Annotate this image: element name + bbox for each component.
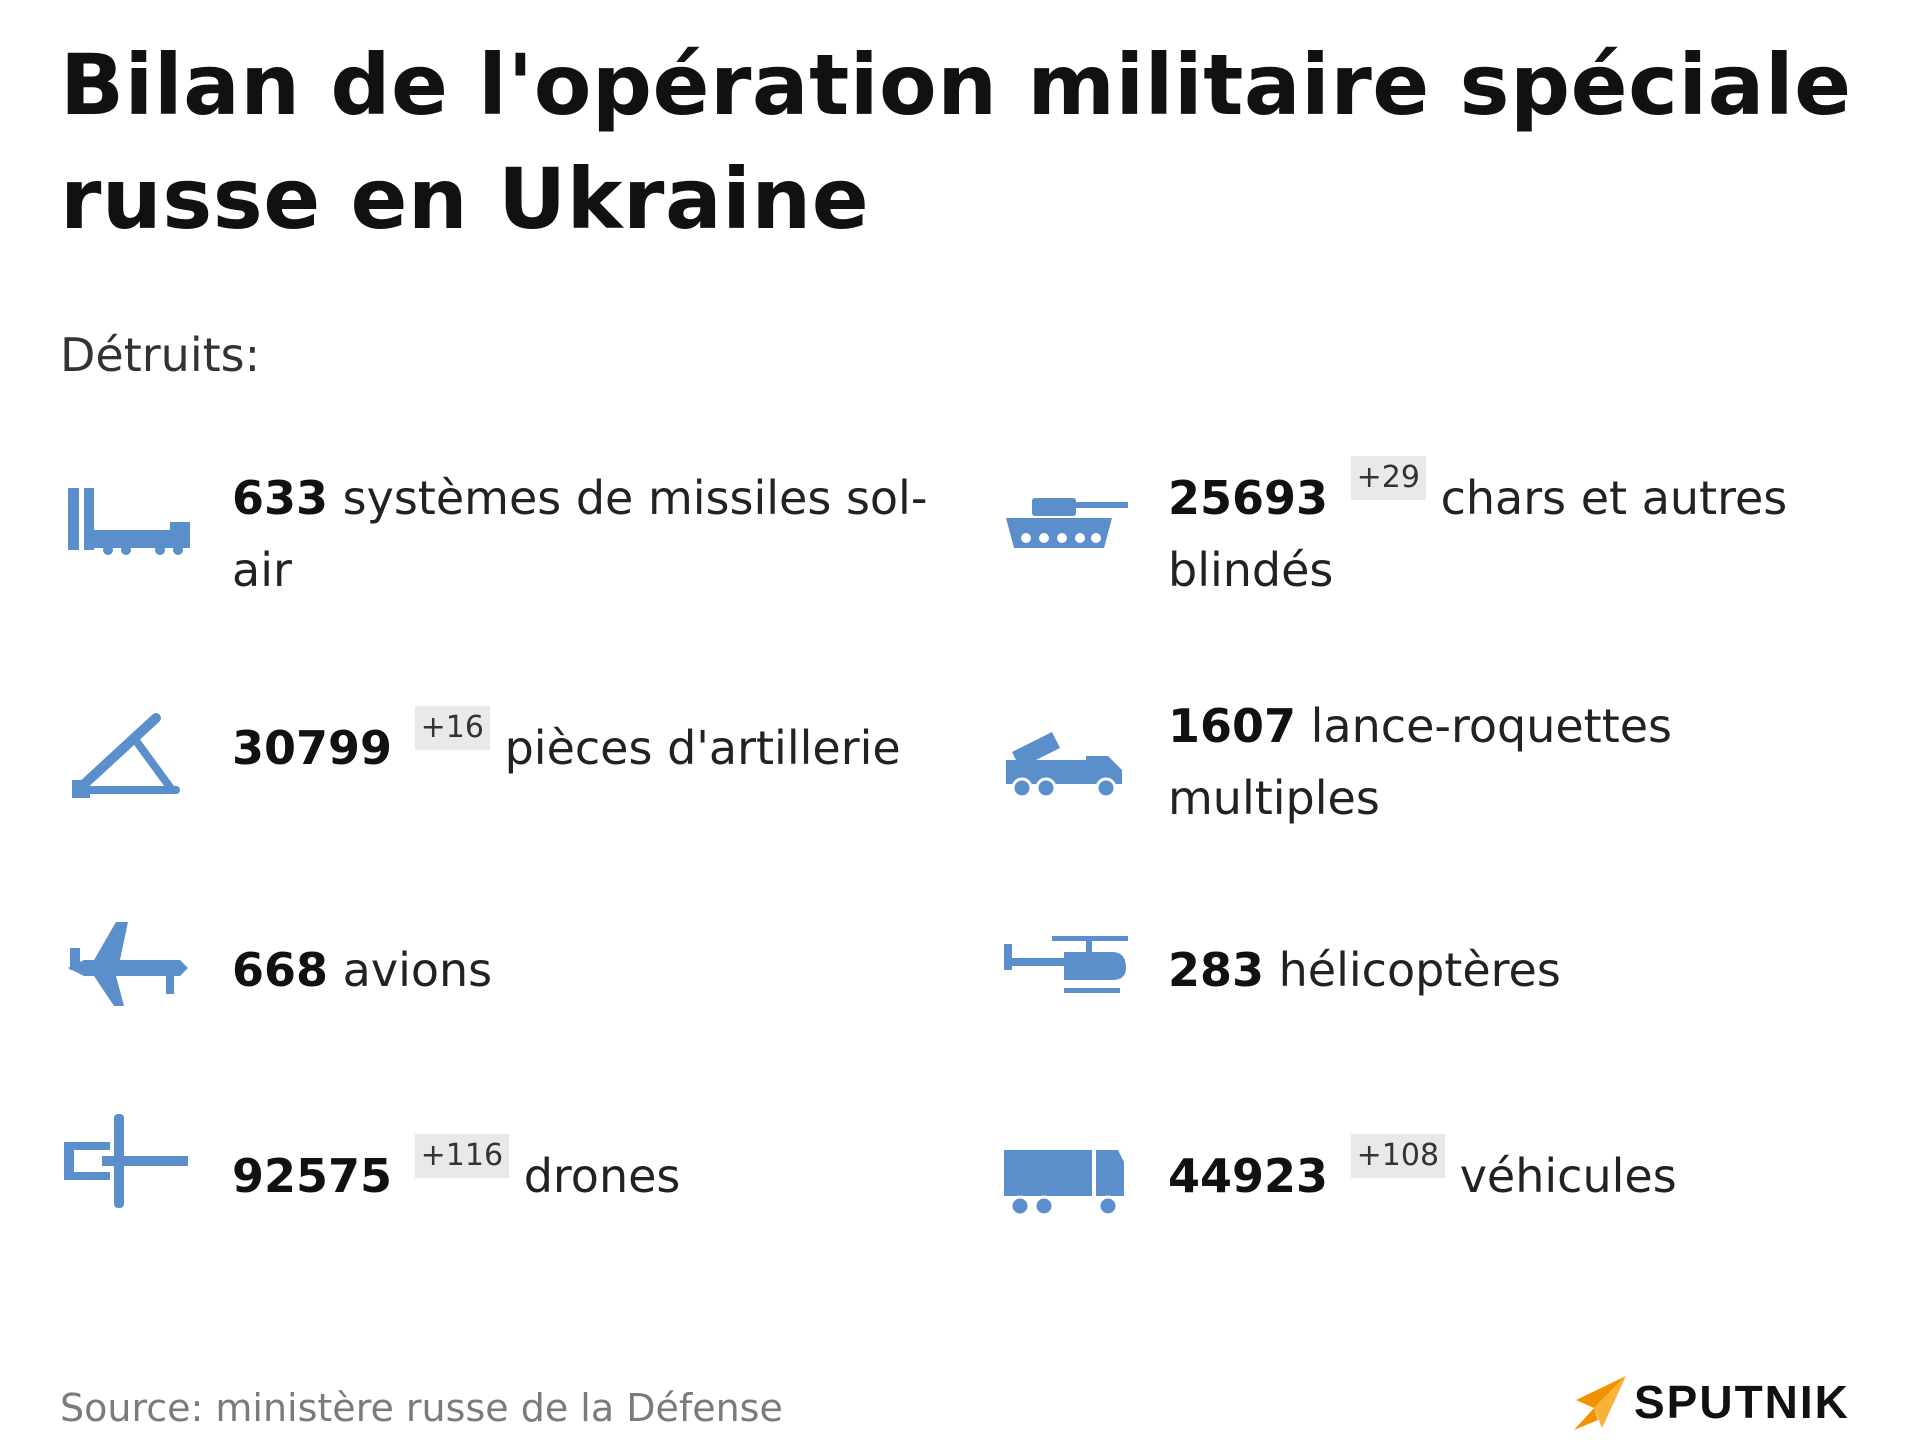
destroyed-heading: Détruits:	[60, 328, 261, 382]
stat-text: 25693 +29 chars et autres blindés	[1168, 456, 1888, 606]
tank-icon	[1000, 462, 1128, 558]
drone-icon	[64, 1112, 192, 1208]
page-title: Bilan de l'opération militaire spéciale …	[60, 36, 1852, 248]
sputnik-logo: SPUTNIK	[1568, 1368, 1868, 1438]
stat-count: 25693	[1168, 471, 1329, 525]
stat-delta: +29	[1350, 456, 1426, 500]
brand-name: SPUTNIK	[1634, 1376, 1850, 1428]
stat-delta: +108	[1350, 1134, 1446, 1178]
sputnik-logo-icon	[1568, 1372, 1630, 1434]
stat-label: avions	[342, 943, 493, 997]
stat-text: 30799 +16 pièces d'artillerie	[232, 706, 952, 784]
stat-count: 30799	[232, 721, 393, 775]
source-note: Source: ministère russe de la Défense	[60, 1386, 783, 1430]
helicopter-icon	[1000, 914, 1128, 1010]
stat-count: 668	[232, 943, 329, 997]
stat-label: lance-roquettes multiples	[1168, 699, 1673, 825]
stat-count: 44923	[1168, 1149, 1329, 1203]
stat-delta: +16	[414, 706, 490, 750]
stat-label: chars et autres blindés	[1168, 471, 1788, 597]
stat-text: 283 hélicoptères	[1168, 934, 1888, 1006]
stat-label: véhicules	[1459, 1149, 1677, 1203]
stat-text: 44923 +108 véhicules	[1168, 1134, 1888, 1212]
stat-text: 633 systèmes de missiles sol-air	[232, 462, 952, 606]
truck-icon	[1000, 1126, 1128, 1222]
stat-count: 1607	[1168, 699, 1297, 753]
stat-text: 668 avions	[232, 934, 952, 1006]
stat-count: 633	[232, 471, 329, 525]
stat-label: hélicoptères	[1278, 943, 1561, 997]
stat-label: systèmes de missiles sol-air	[232, 471, 928, 597]
stat-label: drones	[523, 1149, 681, 1203]
stat-delta: +116	[414, 1134, 510, 1178]
rocket-launcher-truck-icon	[1000, 708, 1128, 804]
airplane-icon	[64, 914, 192, 1010]
stat-text: 92575 +116 drones	[232, 1134, 952, 1212]
stat-count: 92575	[232, 1149, 393, 1203]
stat-label: pièces d'artillerie	[504, 721, 901, 775]
artillery-icon	[64, 708, 192, 804]
stat-count: 283	[1168, 943, 1265, 997]
stat-text: 1607 lance-roquettes multiples	[1168, 690, 1888, 834]
sam-launcher-icon	[64, 462, 192, 558]
